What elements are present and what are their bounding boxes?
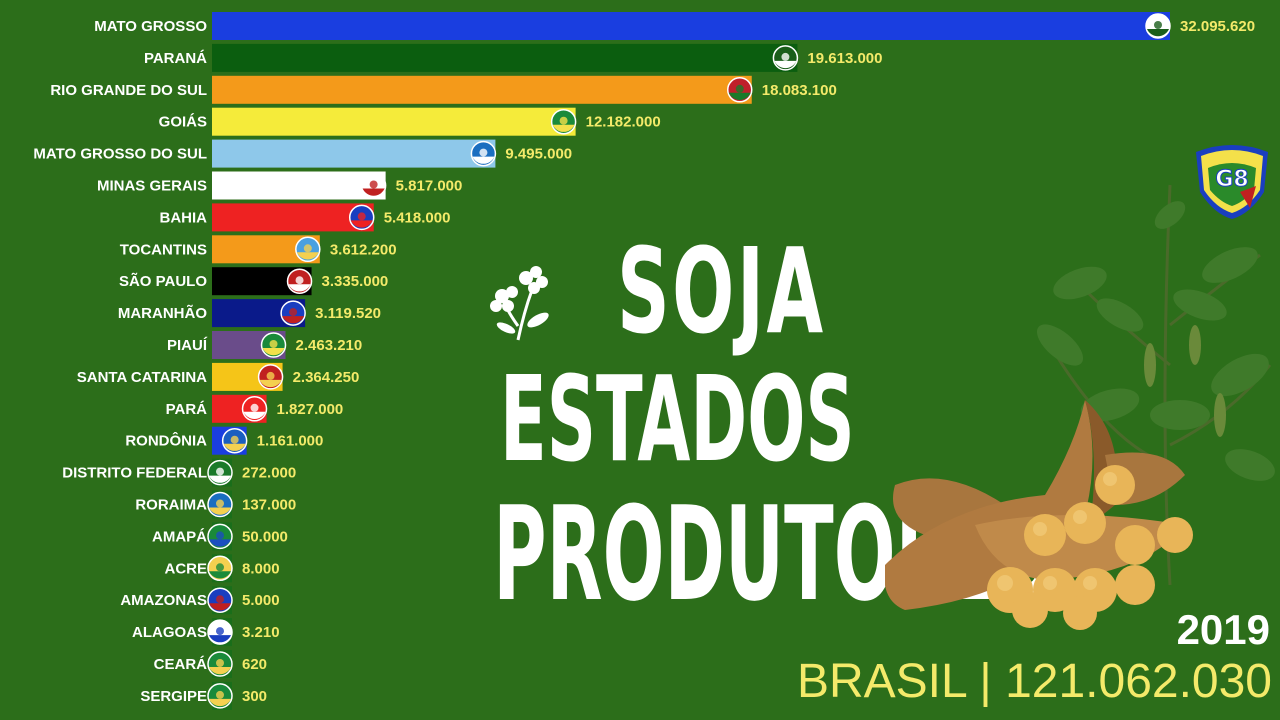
category-label-0: MATO GROSSO	[94, 18, 207, 35]
value-label-1: 19.613.000	[807, 50, 882, 67]
value-label-18: 5.000	[242, 592, 280, 609]
value-label-0: 32.095.620	[1180, 18, 1255, 35]
bar-4	[212, 139, 496, 168]
year-label: 2019	[1176, 606, 1270, 653]
value-label-5: 5.817.000	[396, 178, 463, 195]
flag-icon-6	[348, 204, 375, 231]
value-label-11: 2.364.250	[293, 369, 360, 386]
flag-icon-5	[360, 172, 387, 199]
category-label-10: PIAUÍ	[167, 337, 208, 354]
category-label-2: RIO GRANDE DO SUL	[50, 82, 207, 99]
category-label-12: PARÁ	[166, 401, 208, 418]
flag-icon-15	[207, 491, 233, 518]
flag-icon-18	[207, 587, 233, 613]
value-label-19: 3.210	[242, 624, 280, 641]
category-label-1: PARANÁ	[144, 50, 207, 67]
flag-icon-20	[207, 651, 233, 677]
flag-icon-14	[207, 459, 233, 486]
value-label-21: 300	[242, 688, 267, 705]
category-label-9: MARANHÃO	[118, 304, 207, 322]
category-label-7: TOCANTINS	[120, 241, 207, 258]
value-label-13: 1.161.000	[257, 433, 324, 450]
bar-2	[212, 75, 752, 104]
flag-icon-3	[550, 108, 577, 135]
category-label-6: BAHIA	[160, 209, 208, 226]
value-label-16: 50.000	[242, 528, 288, 545]
value-label-17: 8.000	[242, 560, 280, 577]
value-label-14: 272.000	[242, 465, 296, 482]
value-label-10: 2.463.210	[296, 337, 363, 354]
value-label-3: 12.182.000	[586, 114, 661, 131]
flag-icon-10	[260, 332, 287, 358]
flag-icon-12	[241, 396, 268, 422]
value-label-20: 620	[242, 656, 267, 673]
title-line-3: PRODUTORES	[493, 478, 1054, 630]
flag-icon-11	[257, 364, 284, 390]
flag-icon-4	[470, 140, 497, 167]
category-label-13: RONDÔNIA	[125, 432, 207, 450]
bar-1	[212, 43, 798, 72]
category-label-4: MATO GROSSO DO SUL	[33, 146, 207, 163]
category-label-16: AMAPÁ	[152, 528, 207, 545]
flag-icon-13	[221, 427, 248, 454]
flag-icon-7	[295, 236, 321, 263]
channel-logo: G8	[1196, 145, 1268, 219]
category-label-5: MINAS GERAIS	[97, 178, 207, 195]
value-label-9: 3.119.520	[315, 305, 381, 322]
value-label-8: 3.335.000	[322, 273, 389, 290]
bar-6	[212, 203, 374, 232]
soybean-pods-image	[885, 400, 1193, 630]
value-label-4: 9.495.000	[505, 146, 572, 163]
title-line-2: ESTADOS	[500, 350, 855, 488]
bar-5	[212, 171, 386, 200]
value-label-7: 3.612.200	[330, 241, 397, 258]
bar-3	[212, 107, 576, 136]
channel-logo-text: G8	[1215, 167, 1248, 192]
category-label-8: SÃO PAULO	[119, 272, 207, 290]
soy-flower-icon	[490, 266, 549, 341]
title-line-1: SOJA	[617, 222, 826, 360]
value-label-2: 18.083.100	[762, 82, 837, 99]
flag-icon-1	[772, 45, 799, 71]
bar-0	[212, 12, 1170, 40]
value-label-6: 5.418.000	[384, 209, 451, 226]
flag-icon-9	[280, 300, 306, 326]
flag-icon-0	[1145, 13, 1171, 39]
category-label-15: RORAIMA	[135, 497, 207, 514]
flag-icon-8	[286, 268, 313, 294]
flag-icon-2	[726, 77, 753, 103]
category-label-3: GOIÁS	[159, 114, 207, 131]
total-label: BRASIL | 121.062.030	[796, 655, 1272, 708]
category-label-18: AMAZONAS	[120, 592, 207, 609]
flag-icon-16	[207, 523, 233, 550]
flag-icon-21	[207, 683, 233, 709]
category-label-19: ALAGOAS	[132, 624, 207, 641]
category-label-14: DISTRITO FEDERAL	[62, 465, 207, 482]
value-label-15: 137.000	[242, 497, 296, 514]
category-label-20: CEARÁ	[154, 656, 208, 673]
category-label-11: SANTA CATARINA	[77, 369, 207, 386]
value-label-12: 1.827.000	[277, 401, 344, 418]
category-label-17: ACRE	[164, 560, 207, 577]
category-label-21: SERGIPE	[140, 688, 207, 705]
flag-icon-17	[207, 555, 233, 582]
flag-icon-19	[207, 619, 233, 645]
